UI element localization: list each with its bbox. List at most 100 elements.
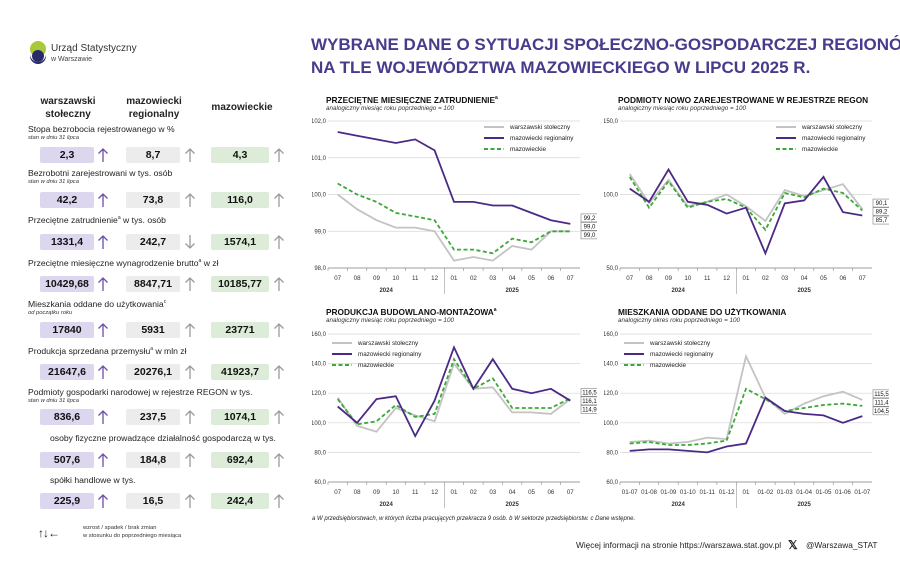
arrow-up-icon xyxy=(97,192,109,208)
series-line xyxy=(629,353,863,445)
x-tick-label: 10 xyxy=(392,489,399,496)
page-title-line-1: WYBRANE DANE O SYTUACJI SPOŁECZNO-GOSPOD… xyxy=(311,35,900,54)
logo: Urząd Statystyczny w Warszawie xyxy=(27,40,227,80)
y-tick-label: 50,0 xyxy=(606,266,618,272)
end-value-label: 104,5 xyxy=(874,409,889,415)
chart-title-footnote-mark: a xyxy=(495,95,498,102)
end-value-label: 116,1 xyxy=(582,399,597,405)
chart-title: PODMIOTY NOWO ZAREJESTROWANE W REJESTRZE… xyxy=(618,95,868,105)
year-label: 2025 xyxy=(797,288,811,294)
column-header-mazowiecki: mazowiecki regionalny xyxy=(124,95,184,121)
column-header-mazowieckie: mazowieckie xyxy=(211,102,273,113)
y-tick-label: 160,0 xyxy=(312,332,327,338)
end-value-box xyxy=(580,405,597,414)
indicator-value: 1574,1 xyxy=(211,234,269,250)
x-tick-label: 02 xyxy=(470,275,477,282)
indicator-value: 184,8 xyxy=(126,452,180,468)
year-label: 2025 xyxy=(505,288,519,294)
x-tick-label: 01-11 xyxy=(700,489,716,496)
x-tick-label: 01-05 xyxy=(816,489,832,496)
y-tick-label: 150,0 xyxy=(604,119,619,125)
chart-title: PRODUKCJA BUDOWLANO-MONTAŻOWAa xyxy=(326,307,497,317)
end-value-label: 89,2 xyxy=(876,210,888,216)
x-tick-label: 04 xyxy=(801,275,808,282)
y-tick-label: 100,0 xyxy=(312,193,327,199)
y-tick-label: 102,0 xyxy=(312,119,327,125)
social-handle[interactable]: @Warszawa_STAT xyxy=(806,540,878,550)
arrow-up-icon xyxy=(97,276,109,292)
indicator-value: 242,4 xyxy=(211,493,269,509)
arrow-legend-text: wzrost / spadek / brak zmian w stosunku … xyxy=(83,524,181,540)
chart-svg: 60,0 80,0 100,0 120,0 140,0 160,0 07 08 09 10 11 12… xyxy=(312,332,597,508)
indicator-value: 16,5 xyxy=(126,493,180,509)
end-value-label: 114,9 xyxy=(582,407,597,413)
y-tick-label: 120,0 xyxy=(312,391,327,397)
x-tick-label: 05 xyxy=(528,275,535,282)
indicator-label-text: Przeciętne miesięczne wynagrodzenie brut… xyxy=(28,258,199,268)
legend-label: mazowiecki regionalny xyxy=(510,135,574,142)
x-tick-label: 01 xyxy=(743,489,750,496)
indicator-value: 17840 xyxy=(40,322,94,338)
end-value-box xyxy=(872,406,889,416)
x-tick-label: 05 xyxy=(528,489,535,496)
indicator-label: Przeciętne zatrudnieniea w tys. osób xyxy=(28,215,166,225)
x-tick-label: 06 xyxy=(547,489,554,496)
arrow-up-icon xyxy=(273,409,285,425)
arrow-up-icon xyxy=(273,234,285,250)
indicator-footnote-mark: c xyxy=(163,299,167,306)
arrow-up-icon xyxy=(97,364,109,380)
chart-title-text: MIESZKANIA ODDANE DO UŻYTKOWANIA xyxy=(618,307,787,317)
arrow-up-icon xyxy=(184,452,196,468)
indicator-sublabel: od początku roku xyxy=(28,310,73,316)
arrow-up-icon xyxy=(184,322,196,338)
x-tick-label: 11 xyxy=(412,489,419,496)
x-tick-label: 12 xyxy=(431,275,438,282)
x-logo-icon: 𝕏 xyxy=(788,538,798,552)
indicator-value: 5931 xyxy=(126,322,180,338)
x-tick-label: 06 xyxy=(547,275,554,282)
indicator-value: 23771 xyxy=(211,322,269,338)
legend-label: warszawski stołeczny xyxy=(801,124,863,131)
indicator-value: 692,4 xyxy=(211,452,269,468)
x-tick-label: 01 xyxy=(451,489,458,496)
x-tick-label: 07 xyxy=(859,275,866,282)
year-label: 2024 xyxy=(671,288,685,294)
x-tick-label: 01-06 xyxy=(835,489,851,496)
column-header-warszawski-line1: warszawski xyxy=(40,96,96,107)
arrow-up-icon xyxy=(273,147,285,163)
series-line xyxy=(629,167,863,256)
x-tick-label: 12 xyxy=(723,275,730,282)
end-value-box xyxy=(580,388,597,397)
indicator-value: 225,9 xyxy=(40,493,94,509)
chart-subtitle: analogiczny miesiąc roku poprzedniego = … xyxy=(326,317,454,324)
chart-title-text: PODMIOTY NOWO ZAREJESTROWANE W REJESTRZE… xyxy=(618,95,869,105)
x-tick-label: 01-03 xyxy=(777,489,793,496)
more-info-link[interactable]: Więcej informacji na stronie https://war… xyxy=(576,540,782,550)
series-line xyxy=(628,173,864,223)
logo-icon xyxy=(30,41,46,64)
legend-label: warszawski stołeczny xyxy=(649,340,711,347)
end-value-box xyxy=(872,215,889,225)
y-tick-label: 98,0 xyxy=(314,266,326,272)
indicator-value: 2,3 xyxy=(40,147,94,163)
x-tick-label: 07 xyxy=(567,489,574,496)
y-tick-label: 140,0 xyxy=(604,362,619,368)
arrow-up-icon xyxy=(184,147,196,163)
y-tick-label: 100,0 xyxy=(604,421,619,427)
chart-subtitle: analogiczny miesiąc roku poprzedniego = … xyxy=(326,105,454,112)
indicator-footnote-mark: a xyxy=(117,215,121,222)
y-tick-label: 80,0 xyxy=(606,450,618,456)
y-tick-label: 160,0 xyxy=(604,332,619,338)
x-tick-label: 07 xyxy=(626,275,633,282)
chart-title: PRZECIĘTNE MIESIĘCZNE ZATRUDNIENIEa xyxy=(326,95,498,105)
indicator-value: 41923,7 xyxy=(211,364,269,380)
indicator-value: 836,6 xyxy=(40,409,94,425)
chart-panel: PODMIOTY NOWO ZAREJESTROWANE W REJESTRZE… xyxy=(604,93,889,298)
end-value-label: 90,1 xyxy=(876,201,888,207)
indicator-value: 1074,1 xyxy=(211,409,269,425)
x-tick-label: 07 xyxy=(334,489,341,496)
end-value-box xyxy=(872,198,889,208)
end-value-label: 99,0 xyxy=(584,233,596,239)
x-tick-label: 01-07 xyxy=(622,489,638,496)
